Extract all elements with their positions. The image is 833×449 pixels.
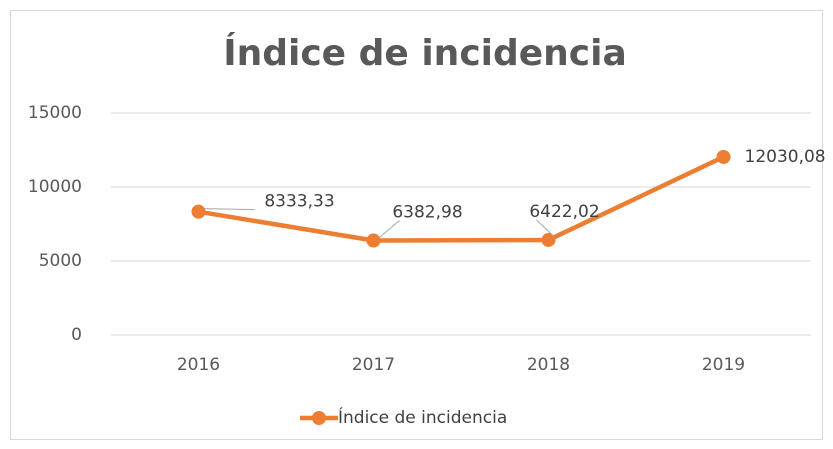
legend-label: Índice de incidencia [338,406,507,428]
y-tick-label: 0 [71,325,82,345]
y-tick-label: 5000 [39,251,82,271]
x-tick-label: 2016 [177,355,220,375]
chart-frame [10,10,823,440]
data-label: 8333,33 [264,192,334,212]
data-line [198,154,725,243]
leader-line [204,208,256,211]
leader-line [379,220,400,238]
data-point [716,149,731,164]
data-label: 12030,08 [745,147,826,167]
leader-line [536,219,555,238]
y-tick-label: 15000 [28,103,82,123]
y-tick-label: 10000 [28,177,82,197]
x-tick-label: 2019 [702,355,745,375]
data-label: 6382,98 [392,203,462,223]
x-tick-label: 2018 [527,355,570,375]
legend-marker [312,411,326,425]
data-point [366,233,381,248]
data-point [191,204,206,219]
x-tick-label: 2017 [352,355,395,375]
data-label: 6422,02 [529,202,599,222]
chart-title: Índice de incidencia [223,32,627,74]
data-point [541,232,556,247]
